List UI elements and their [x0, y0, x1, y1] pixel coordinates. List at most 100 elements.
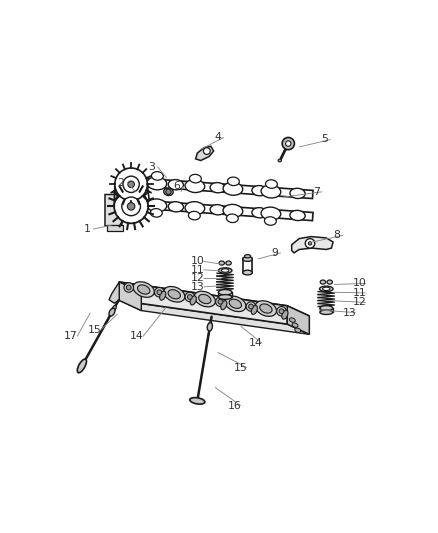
Circle shape: [308, 241, 312, 245]
Ellipse shape: [190, 174, 201, 183]
Ellipse shape: [295, 328, 301, 333]
Ellipse shape: [255, 301, 276, 317]
Ellipse shape: [78, 359, 86, 373]
Ellipse shape: [185, 201, 205, 215]
Ellipse shape: [194, 291, 215, 307]
Circle shape: [215, 297, 225, 306]
Polygon shape: [119, 301, 309, 334]
Ellipse shape: [327, 280, 332, 284]
Ellipse shape: [260, 304, 272, 313]
Circle shape: [249, 304, 253, 309]
Ellipse shape: [225, 296, 246, 312]
Ellipse shape: [147, 199, 167, 212]
Text: 13: 13: [191, 282, 204, 292]
Polygon shape: [122, 177, 313, 199]
Text: 12: 12: [353, 297, 367, 308]
Text: 4: 4: [214, 133, 221, 142]
Polygon shape: [119, 282, 141, 311]
Circle shape: [157, 290, 162, 295]
Text: 7: 7: [313, 187, 320, 197]
Circle shape: [185, 292, 194, 302]
Circle shape: [277, 306, 286, 316]
Circle shape: [128, 181, 134, 188]
Text: 13: 13: [343, 308, 356, 318]
Ellipse shape: [190, 296, 196, 305]
Text: 5: 5: [321, 134, 328, 144]
Circle shape: [127, 203, 135, 210]
Ellipse shape: [278, 159, 282, 162]
Text: 15: 15: [234, 362, 247, 373]
Ellipse shape: [130, 177, 145, 187]
Circle shape: [115, 168, 148, 200]
Ellipse shape: [320, 280, 325, 284]
Ellipse shape: [290, 318, 295, 322]
Circle shape: [282, 138, 294, 150]
Text: 2: 2: [117, 177, 124, 188]
Ellipse shape: [190, 398, 205, 404]
Circle shape: [155, 287, 164, 297]
Text: 8: 8: [334, 230, 341, 240]
Circle shape: [127, 285, 131, 290]
Ellipse shape: [152, 172, 163, 180]
Ellipse shape: [168, 289, 180, 299]
Text: 10: 10: [353, 278, 367, 288]
Ellipse shape: [227, 177, 239, 185]
Ellipse shape: [226, 214, 238, 223]
Ellipse shape: [164, 188, 173, 196]
Polygon shape: [196, 146, 214, 160]
Ellipse shape: [168, 201, 184, 212]
Ellipse shape: [229, 299, 241, 309]
Ellipse shape: [290, 211, 305, 221]
Ellipse shape: [164, 287, 185, 302]
Ellipse shape: [219, 289, 232, 295]
Text: 17: 17: [64, 332, 78, 341]
Ellipse shape: [198, 294, 211, 304]
Polygon shape: [207, 333, 209, 343]
Ellipse shape: [252, 208, 267, 218]
Text: 3: 3: [148, 161, 155, 172]
Text: 1: 1: [84, 224, 90, 234]
Text: 9: 9: [271, 248, 278, 258]
Ellipse shape: [292, 323, 298, 327]
Circle shape: [124, 282, 134, 292]
Ellipse shape: [282, 310, 288, 319]
Polygon shape: [107, 225, 123, 231]
Ellipse shape: [150, 208, 162, 217]
Circle shape: [187, 295, 192, 300]
Text: 12: 12: [191, 273, 204, 284]
Ellipse shape: [188, 211, 200, 220]
Polygon shape: [292, 237, 333, 253]
Circle shape: [166, 189, 171, 195]
Polygon shape: [122, 199, 313, 221]
Ellipse shape: [133, 282, 154, 297]
Text: 14: 14: [130, 332, 144, 341]
Ellipse shape: [207, 322, 212, 331]
Text: 10: 10: [191, 256, 204, 266]
Ellipse shape: [223, 182, 243, 195]
Polygon shape: [119, 282, 287, 324]
Ellipse shape: [252, 185, 267, 196]
Ellipse shape: [223, 204, 243, 217]
Ellipse shape: [222, 269, 229, 272]
Ellipse shape: [320, 286, 333, 292]
Circle shape: [218, 300, 223, 304]
Ellipse shape: [208, 322, 212, 328]
Ellipse shape: [219, 295, 232, 300]
Ellipse shape: [244, 255, 251, 258]
Ellipse shape: [109, 308, 115, 316]
Ellipse shape: [243, 270, 252, 275]
Ellipse shape: [265, 217, 276, 225]
Circle shape: [246, 302, 256, 311]
Ellipse shape: [210, 205, 225, 215]
Text: 15: 15: [88, 325, 102, 335]
Circle shape: [203, 148, 210, 155]
Ellipse shape: [168, 180, 184, 190]
Ellipse shape: [210, 183, 225, 193]
Polygon shape: [119, 282, 309, 316]
Text: 16: 16: [228, 401, 241, 410]
Ellipse shape: [147, 177, 167, 190]
Ellipse shape: [219, 261, 224, 265]
Polygon shape: [109, 282, 119, 303]
Ellipse shape: [112, 305, 116, 311]
Ellipse shape: [159, 291, 166, 300]
